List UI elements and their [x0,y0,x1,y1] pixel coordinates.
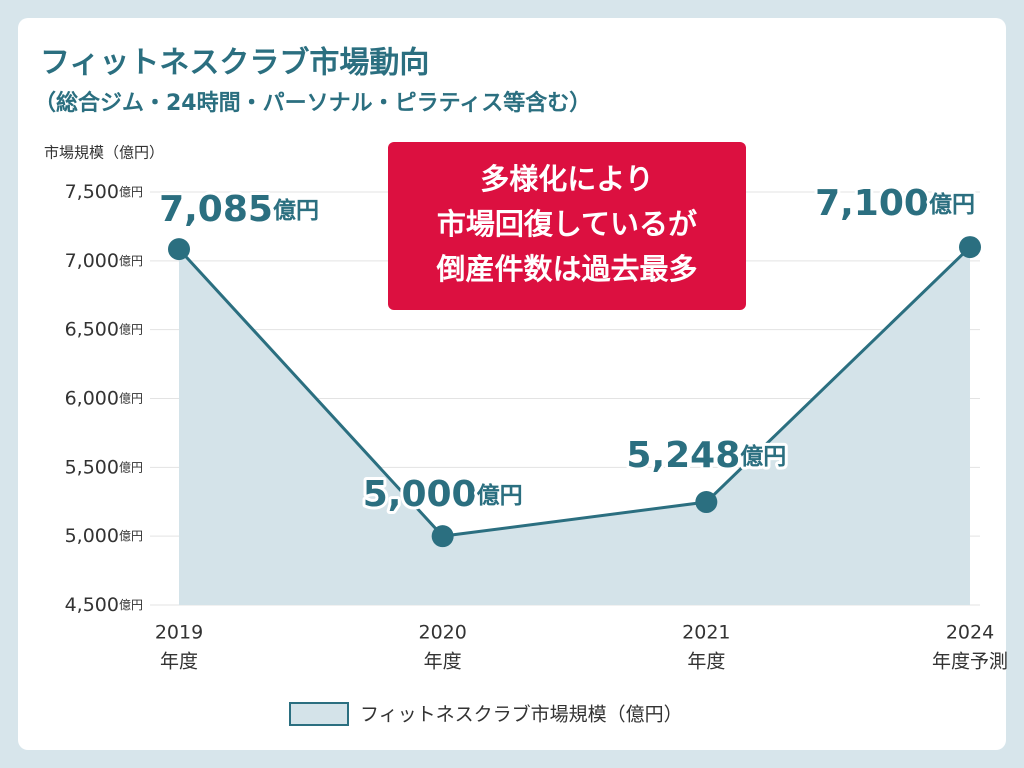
x-tick-label: 2020 [418,622,466,644]
legend-label: フィットネスクラブ市場規模（億円） [360,703,683,726]
y-tick-number: 6,000 [65,387,119,409]
y-tick-label: 7,000億円 [65,249,143,271]
x-tick-sublabel: 年度予測 [932,651,1008,673]
y-tick-label: 6,500億円 [65,318,143,340]
y-tick-unit: 億円 [119,598,143,612]
x-tick-sublabel: 年度 [687,651,725,673]
point [431,525,454,548]
y-tick-number: 4,500 [65,594,119,616]
y-tick-unit: 億円 [119,322,143,336]
chart-subtitle: （総合ジム・24時間・パーソナル・ピラティス等含む） [34,90,591,116]
y-tick-unit: 億円 [119,529,143,543]
value-unit: 億円 [929,191,975,218]
point [959,236,981,259]
x-tick-sublabel: 年度 [160,651,198,673]
x-tick-label: 2024 [946,622,994,644]
y-axis-label: 市場規模（億円） [44,144,164,162]
x-tick-label: 2021 [682,622,730,644]
chart-title: フィットネスクラブ市場動向 [40,46,429,81]
y-tick-label: 5,000億円 [65,525,143,547]
annotation-text: 倒産件数は過去最多 [435,252,697,286]
value-unit: 億円 [740,443,786,470]
y-tick-unit: 億円 [119,460,143,474]
y-tick-label: 7,500億円 [65,181,143,203]
value-label: 7,085億円 [159,189,319,230]
value-unit: 億円 [477,482,523,509]
value-number: 7,085 [159,189,273,230]
annotation-text: 多様化により [480,162,653,196]
legend-swatch [289,702,349,726]
value-label: 7,100億円 [815,183,975,224]
y-tick-unit: 億円 [119,391,143,405]
value-number: 5,248 [626,435,740,476]
y-tick-label: 4,500億円 [65,594,143,616]
y-tick-unit: 億円 [119,185,143,199]
y-tick-number: 6,500 [65,318,119,340]
value-number: 7,100 [815,183,929,224]
y-tick-number: 7,000 [65,249,119,271]
y-tick-label: 6,000億円 [65,387,143,409]
value-unit: 億円 [273,197,319,224]
annotation-text: 市場回復しているが [437,207,697,241]
annotation-box [388,142,746,310]
area [179,247,970,606]
point [695,491,718,514]
x-tick-label: 2019 [155,622,203,644]
value-label: 5,000億円 [363,474,523,515]
value-label: 5,248億円 [626,435,786,476]
line [177,245,972,538]
y-tick-number: 7,500 [65,181,119,203]
y-tick-number: 5,500 [65,456,119,478]
x-tick-sublabel: 年度 [424,651,462,673]
y-tick-label: 5,500億円 [65,456,143,478]
y-tick-number: 5,000 [65,525,119,547]
point [168,238,190,261]
value-number: 5,000 [363,474,477,515]
y-tick-unit: 億円 [119,253,143,267]
